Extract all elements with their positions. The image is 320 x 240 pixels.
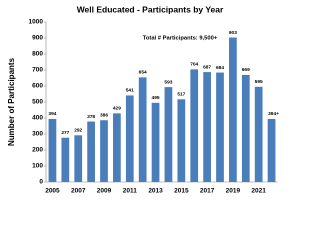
chart: Well Educated - Participants by Year Num… [7,4,280,195]
data-label: 394+ [268,111,279,117]
y-tick-label: 900 [32,35,43,42]
bar [267,118,276,182]
data-label: 386 [100,113,108,119]
data-label: 292 [74,128,82,134]
annotation: Total # Participants: 9,500+ [143,36,218,42]
y-tick-label: 700 [32,67,43,74]
x-tick-label: 2019 [226,188,241,195]
data-label: 684 [216,65,224,71]
page: {"chart_data": {"type": "bar", "title": … [7,4,280,195]
y-tick-label: 800 [32,51,43,58]
data-label: 654 [139,70,147,76]
bar [164,87,173,182]
data-label: 593 [164,79,172,85]
bar [254,86,263,182]
bar [48,118,57,182]
bar [87,121,95,182]
bar [74,135,83,182]
data-label: 669 [242,67,250,73]
data-label: 394 [48,111,56,117]
bar [113,113,121,182]
data-label: 495 [152,95,160,101]
bar [241,74,250,182]
y-tick-label: 600 [32,83,43,90]
bar [100,120,108,182]
x-tick-label: 2005 [45,188,60,195]
y-axis-label: Number of Participants [7,57,16,146]
x-tick-label: 2007 [71,188,86,195]
data-label: 277 [61,130,69,136]
x-tick-label: 2017 [200,188,215,195]
bar [61,137,70,182]
y-tick-label: 400 [32,115,43,122]
bar [229,37,237,182]
data-label: 595 [255,79,263,85]
y-tick-label: 200 [32,147,43,154]
y-tick-label: 500 [32,99,43,106]
data-label: 687 [203,64,211,70]
y-tick-label: 1000 [29,19,44,26]
y-tick-label: 100 [32,163,43,170]
data-label: 517 [177,92,185,98]
bar [190,69,199,182]
data-label: 429 [113,106,121,112]
y-tick-label: 300 [32,131,43,138]
data-label: 541 [126,88,134,94]
bar [177,99,186,182]
x-tick-label: 2009 [97,188,112,195]
data-label: 378 [87,114,95,120]
data-label: 704 [190,62,198,68]
x-tick-label: 2015 [174,188,189,195]
bar [138,77,147,182]
bar [125,95,134,182]
x-tick-label: 2011 [123,188,137,195]
bar [151,102,160,182]
bar [216,72,224,182]
y-tick-label: 0 [39,179,43,186]
data-label: 903 [229,30,237,36]
bar [203,72,211,182]
chart-title: Well Educated - Participants by Year [77,4,224,14]
x-tick-label: 2021 [251,188,266,195]
x-tick-label: 2013 [148,188,163,195]
